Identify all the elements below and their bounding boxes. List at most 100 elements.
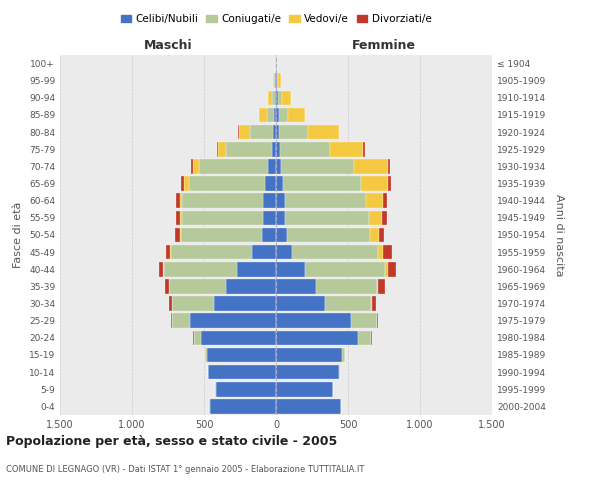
Bar [276, 262, 305, 276]
Y-axis label: Fasce di età: Fasce di età [13, 202, 23, 268]
Bar [388, 159, 390, 174]
Bar [207, 348, 276, 362]
Bar [226, 279, 276, 293]
Bar [377, 279, 378, 293]
Bar [274, 108, 276, 122]
Bar [278, 74, 281, 88]
Bar [237, 262, 276, 276]
Bar [181, 228, 262, 242]
Bar [277, 74, 278, 88]
Bar [278, 90, 282, 105]
Bar [388, 262, 396, 276]
Bar [366, 194, 383, 208]
Bar [281, 159, 355, 174]
Bar [176, 210, 180, 225]
Bar [370, 228, 379, 242]
Bar [385, 262, 388, 276]
Bar [276, 382, 333, 396]
Y-axis label: Anni di nascita: Anni di nascita [554, 194, 565, 276]
Bar [379, 228, 384, 242]
Bar [272, 142, 276, 156]
Bar [166, 245, 170, 260]
Bar [279, 125, 308, 140]
Bar [273, 125, 276, 140]
Bar [276, 159, 281, 174]
Bar [325, 296, 371, 311]
Bar [268, 90, 272, 105]
Bar [283, 176, 361, 191]
Bar [172, 314, 190, 328]
Bar [217, 142, 218, 156]
Text: Femmine: Femmine [352, 38, 416, 52]
Bar [215, 382, 276, 396]
Bar [276, 296, 325, 311]
Bar [184, 176, 189, 191]
Bar [292, 245, 378, 260]
Bar [276, 279, 316, 293]
Bar [305, 262, 385, 276]
Bar [262, 228, 276, 242]
Bar [199, 159, 268, 174]
Bar [378, 245, 383, 260]
Bar [226, 142, 272, 156]
Bar [363, 142, 365, 156]
Bar [276, 245, 292, 260]
Bar [259, 108, 266, 122]
Bar [193, 159, 199, 174]
Bar [388, 176, 391, 191]
Bar [280, 142, 330, 156]
Bar [169, 279, 226, 293]
Bar [171, 245, 251, 260]
Bar [377, 314, 379, 328]
Bar [282, 90, 291, 105]
Bar [179, 194, 182, 208]
Bar [169, 296, 172, 311]
Bar [378, 279, 385, 293]
Bar [361, 176, 388, 191]
Text: COMUNE DI LEGNAGO (VR) - Dati ISTAT 1° gennaio 2005 - Elaborazione TUTTITALIA.IT: COMUNE DI LEGNAGO (VR) - Dati ISTAT 1° g… [6, 465, 364, 474]
Bar [276, 90, 278, 105]
Bar [176, 194, 179, 208]
Bar [251, 245, 276, 260]
Bar [275, 90, 276, 105]
Bar [276, 142, 280, 156]
Bar [288, 108, 305, 122]
Bar [351, 314, 377, 328]
Legend: Celibi/Nubili, Coniugati/e, Vedovi/e, Divorziati/e: Celibi/Nubili, Coniugati/e, Vedovi/e, Di… [116, 10, 436, 29]
Bar [180, 210, 182, 225]
Bar [163, 262, 164, 276]
Bar [210, 399, 276, 413]
Bar [274, 74, 275, 88]
Bar [190, 314, 276, 328]
Bar [355, 159, 388, 174]
Bar [250, 125, 273, 140]
Bar [276, 176, 283, 191]
Bar [286, 210, 369, 225]
Bar [194, 330, 201, 345]
Bar [279, 108, 288, 122]
Bar [189, 176, 265, 191]
Bar [214, 296, 276, 311]
Bar [308, 125, 338, 140]
Bar [218, 142, 226, 156]
Bar [276, 399, 341, 413]
Bar [179, 228, 181, 242]
Bar [276, 365, 340, 380]
Bar [175, 228, 179, 242]
Bar [272, 90, 275, 105]
Bar [342, 348, 345, 362]
Bar [266, 108, 274, 122]
Bar [208, 365, 276, 380]
Bar [276, 330, 358, 345]
Text: Popolazione per età, sesso e stato civile - 2005: Popolazione per età, sesso e stato civil… [6, 435, 337, 448]
Bar [239, 125, 250, 140]
Bar [164, 262, 237, 276]
Bar [316, 279, 377, 293]
Bar [276, 314, 351, 328]
Bar [276, 108, 279, 122]
Bar [201, 330, 276, 345]
Bar [276, 74, 277, 88]
Bar [181, 176, 184, 191]
Bar [182, 194, 263, 208]
Bar [160, 262, 163, 276]
